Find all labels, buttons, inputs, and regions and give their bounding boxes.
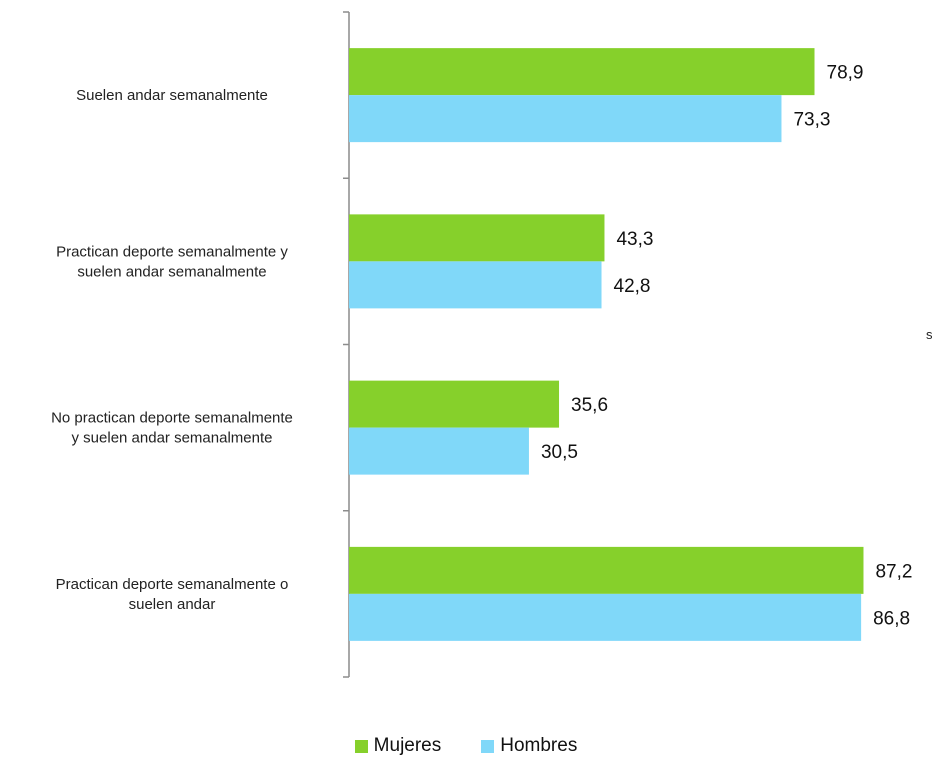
label-layer: Suelen andar semanalmente 78,9 73,3 Practic…	[51, 63, 912, 630]
bar-hombres	[349, 261, 602, 309]
bar-hombres	[349, 593, 862, 641]
bar-mujeres	[349, 380, 560, 428]
category-label: Practican deporte semanalmente y suelen a…	[56, 243, 288, 280]
legend: Mujeres Hombres	[0, 735, 932, 757]
bar-hombres	[349, 427, 529, 475]
axis-layer	[343, 11, 350, 678]
category-label: Suelen andar semanalmente	[76, 87, 268, 104]
bar-mujeres	[349, 546, 864, 594]
data-label: 86,8	[873, 608, 910, 629]
bar-hombres	[349, 95, 782, 143]
bar-layer	[349, 48, 864, 641]
data-label: 78,9	[827, 63, 864, 84]
data-label: 30,5	[541, 442, 578, 463]
legend-label-mujeres: Mujeres	[373, 735, 442, 756]
legend-label-hombres: Hombres	[500, 735, 578, 756]
bar-mujeres	[349, 48, 815, 96]
data-label: 87,2	[875, 561, 912, 582]
data-label: 43,3	[616, 229, 653, 250]
data-label: 35,6	[571, 395, 608, 416]
data-label: 42,8	[614, 276, 651, 297]
category-label: No practican deporte semanalmente y suele…	[51, 410, 293, 447]
legend-item-mujeres: Mujeres	[354, 735, 442, 757]
legend-swatch-hombres	[481, 739, 495, 753]
stray-text: s	[926, 327, 932, 342]
legend-item-hombres: Hombres	[481, 735, 577, 757]
bar-mujeres	[349, 214, 605, 262]
data-label: 73,3	[793, 110, 830, 131]
category-label: Practican deporte semanalmente o suelen a…	[56, 576, 289, 613]
legend-swatch-mujeres	[354, 739, 368, 753]
